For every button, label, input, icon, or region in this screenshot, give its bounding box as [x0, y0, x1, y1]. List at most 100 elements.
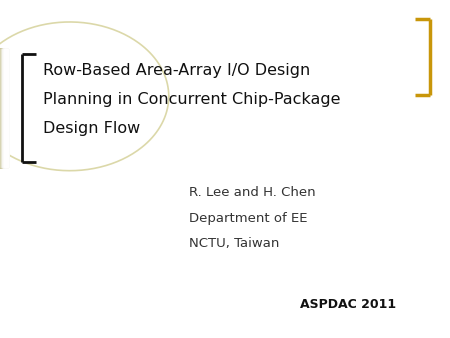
Bar [2, 49, 6, 167]
Bar [3, 49, 7, 167]
Bar [4, 49, 8, 167]
Bar [3, 49, 7, 167]
Bar [3, 49, 7, 167]
Bar [1, 49, 6, 167]
Bar [4, 49, 8, 167]
Bar [1, 49, 5, 167]
Bar [3, 49, 7, 167]
Bar [4, 49, 8, 167]
Bar [3, 49, 7, 167]
Bar [4, 49, 8, 167]
Bar [3, 49, 8, 167]
Bar [3, 49, 7, 167]
Bar [2, 49, 6, 167]
Bar [0, 49, 4, 167]
Bar [1, 49, 5, 167]
Text: Department of EE: Department of EE [189, 212, 307, 224]
Bar [0, 49, 5, 167]
Bar [1, 49, 6, 167]
Bar [2, 49, 6, 167]
Bar [2, 49, 7, 167]
Bar [3, 49, 7, 167]
Bar [2, 49, 6, 167]
Bar [1, 49, 5, 167]
Bar [2, 49, 6, 167]
Bar [3, 49, 7, 167]
Bar [2, 49, 6, 167]
Text: R. Lee and H. Chen: R. Lee and H. Chen [189, 186, 315, 199]
Bar [1, 49, 6, 167]
Bar [1, 49, 5, 167]
Bar [0, 49, 5, 167]
Bar [3, 49, 7, 167]
Bar [0, 49, 5, 167]
Bar [4, 49, 8, 167]
Bar [1, 49, 5, 167]
Bar [3, 49, 7, 167]
Bar [3, 49, 7, 167]
Bar [2, 49, 7, 167]
Text: NCTU, Taiwan: NCTU, Taiwan [189, 237, 279, 250]
Bar [2, 49, 6, 167]
Bar [0, 49, 5, 167]
Bar [0, 49, 5, 167]
Bar [3, 49, 8, 167]
Bar [2, 49, 6, 167]
Bar [2, 49, 6, 167]
Bar [1, 49, 5, 167]
Bar [3, 49, 7, 167]
Bar [1, 49, 6, 167]
Bar [2, 49, 6, 167]
Bar [1, 49, 5, 167]
Bar [2, 49, 6, 167]
Text: ASPDAC 2011: ASPDAC 2011 [300, 298, 396, 311]
Bar [0, 49, 5, 167]
Bar [2, 49, 6, 167]
Bar [0, 49, 5, 167]
Bar [0, 49, 5, 167]
Bar [2, 49, 7, 167]
Bar [4, 49, 8, 167]
Bar [2, 49, 6, 167]
Bar [0, 49, 4, 167]
Bar [1, 49, 5, 167]
Bar [3, 49, 7, 167]
Bar [3, 49, 8, 167]
Bar [0, 49, 5, 167]
Bar [1, 49, 5, 167]
Bar [2, 49, 6, 167]
Bar [0, 49, 4, 167]
Bar [3, 49, 7, 167]
Bar [1, 49, 5, 167]
Bar [1, 49, 5, 167]
Bar [0, 49, 5, 167]
Bar [2, 49, 6, 167]
Bar [3, 49, 7, 167]
Bar [2, 49, 6, 167]
Bar [1, 49, 5, 167]
Bar [4, 49, 8, 167]
Bar [3, 49, 7, 167]
Bar [0, 49, 4, 167]
Bar [2, 49, 6, 167]
Bar [3, 49, 7, 167]
Bar [2, 49, 6, 167]
Bar [1, 49, 5, 167]
Bar [1, 49, 5, 167]
Bar [4, 49, 8, 167]
Bar [3, 49, 7, 167]
Bar [2, 49, 7, 167]
Bar [3, 49, 8, 167]
Bar [3, 49, 7, 167]
Bar [1, 49, 5, 167]
Bar [1, 49, 6, 167]
Bar [2, 49, 6, 167]
Bar [1, 49, 5, 167]
Bar [2, 49, 7, 167]
Bar [1, 49, 5, 167]
Bar [4, 49, 8, 167]
Bar [1, 49, 5, 167]
Bar [3, 49, 7, 167]
Bar [0, 49, 4, 167]
Text: Row-Based Area-Array I/O Design: Row-Based Area-Array I/O Design [43, 64, 310, 78]
